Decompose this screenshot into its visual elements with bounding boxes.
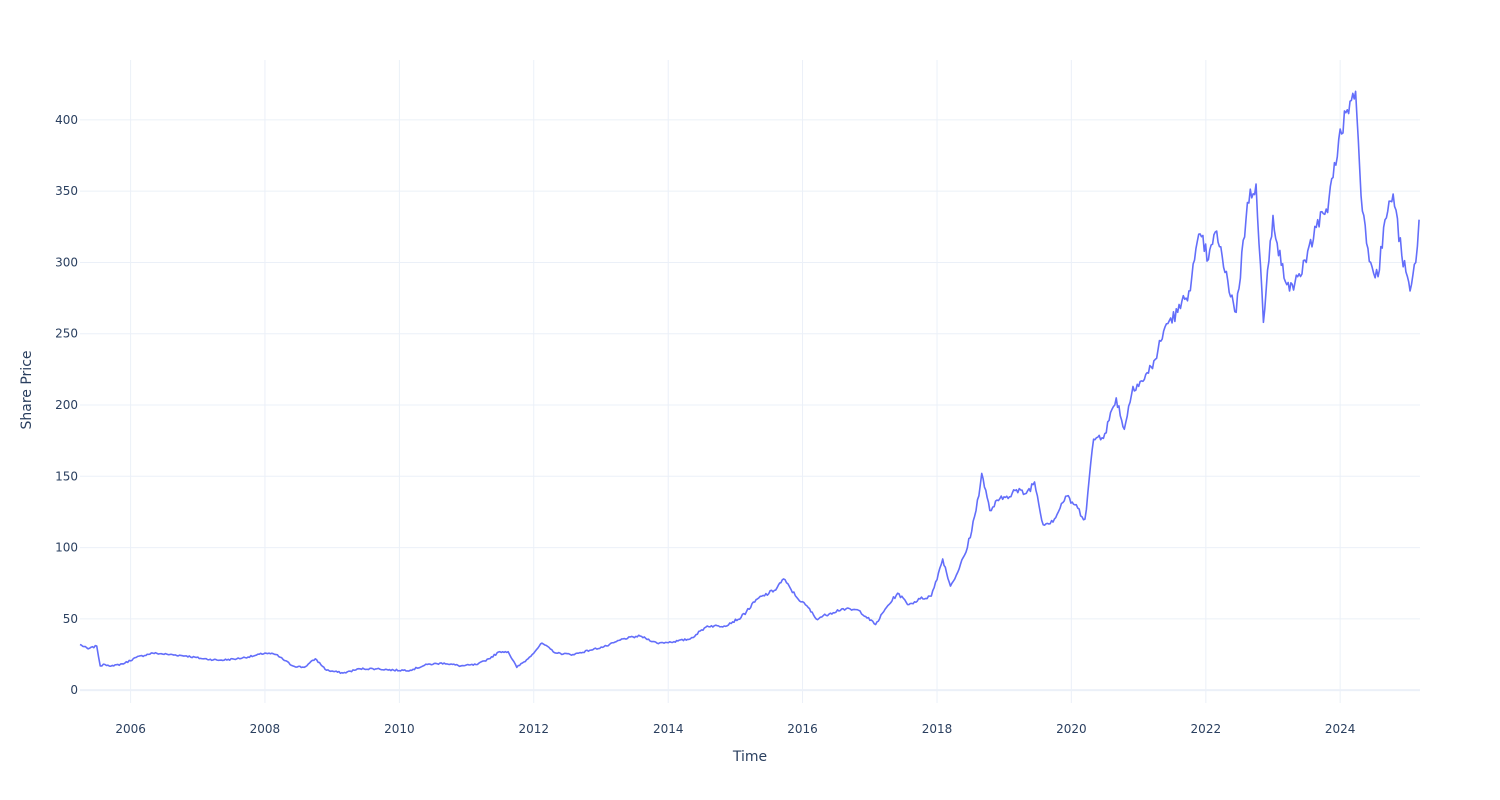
- y-tick-labels: 0 50 100 150 200 250 300 350 400: [55, 113, 78, 697]
- y-tick-label: 250: [55, 327, 78, 341]
- y-tick-label: 350: [55, 184, 78, 198]
- y-tick-label: 100: [55, 541, 78, 555]
- y-gridlines: [80, 119, 1420, 692]
- y-tick-label: 300: [55, 255, 78, 269]
- x-tick-label: 2012: [518, 722, 549, 736]
- series-line: [79, 90, 1420, 675]
- y-tick-label: 400: [55, 113, 78, 127]
- x-gridlines: [130, 60, 1341, 703]
- y-tick-label: 0: [70, 683, 78, 697]
- x-tick-label: 2024: [1325, 722, 1356, 736]
- x-tick-label: 2008: [250, 722, 281, 736]
- x-tick-label: 2018: [922, 722, 953, 736]
- x-tick-label: 2006: [115, 722, 146, 736]
- x-tick-label: 2014: [653, 722, 684, 736]
- x-tick-label: 2016: [787, 722, 818, 736]
- x-tick-label: 2010: [384, 722, 415, 736]
- x-tick-labels: 2006 2008 2010 2012 2014 2016 2018 2020 2022 2024: [115, 722, 1355, 736]
- x-tick-label: 2022: [1191, 722, 1222, 736]
- y-tick-label: 150: [55, 469, 78, 483]
- x-axis-title: Time: [732, 749, 767, 765]
- plot-background: [80, 60, 1420, 703]
- y-tick-label: 200: [55, 398, 78, 412]
- y-axis-title: Share Price: [19, 350, 35, 429]
- y-tick-label: 50: [63, 612, 78, 626]
- x-tick-label: 2020: [1056, 722, 1087, 736]
- series-layer: [79, 90, 1420, 675]
